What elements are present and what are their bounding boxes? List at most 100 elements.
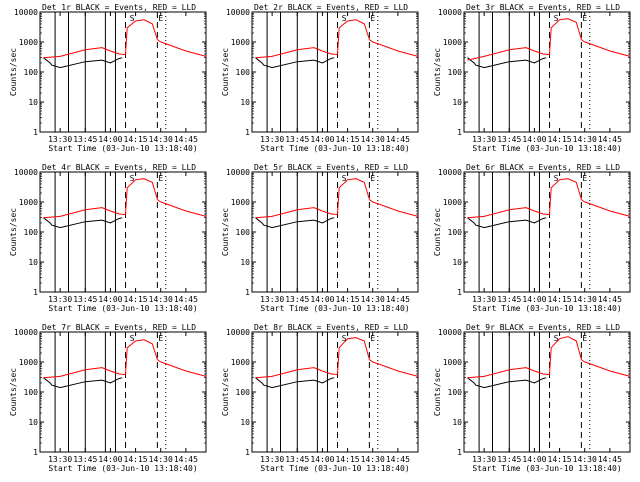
y-tick-label: 100 xyxy=(448,388,463,397)
chart-title: Det 1r BLACK = Events, RED = LLD xyxy=(42,3,196,12)
x-tick-label: 13:45 xyxy=(73,295,97,304)
x-tick-label: 13:30 xyxy=(472,135,496,144)
y-axis-label: Counts/sec xyxy=(221,368,230,416)
y-tick-label: 100 xyxy=(236,68,251,77)
x-tick-label: 13:30 xyxy=(472,455,496,464)
y-tick-label: 1 xyxy=(245,448,250,457)
y-tick-label: 10 xyxy=(28,98,38,107)
marker-e: E xyxy=(370,174,375,183)
y-tick-label: 10 xyxy=(28,258,38,267)
chart-panel-9: Det 9r BLACK = Events, RED = LLD 1 10 100 10… xyxy=(433,323,631,473)
x-tick-label: 14:30 xyxy=(573,135,597,144)
x-tick-label: 13:30 xyxy=(48,455,72,464)
y-axis-label: Counts/sec xyxy=(9,368,18,416)
x-tick-label: 13:30 xyxy=(472,295,496,304)
plot-frame xyxy=(39,171,207,293)
x-tick-label: 14:00 xyxy=(98,135,122,144)
y-axis-label: Counts/sec xyxy=(221,48,230,96)
series-events xyxy=(43,57,123,69)
y-tick-label: 100 xyxy=(24,68,39,77)
series-events xyxy=(467,57,547,69)
y-tick-label: 1 xyxy=(457,448,462,457)
y-tick-label: 10 xyxy=(240,258,250,267)
chart-title: Det 3r BLACK = Events, RED = LLD xyxy=(466,3,620,12)
y-tick-label: 1000 xyxy=(231,198,250,207)
y-tick-label: 10000 xyxy=(438,168,462,177)
y-tick-label: 1 xyxy=(245,288,250,297)
y-axis-label: Counts/sec xyxy=(433,48,442,96)
x-tick-label: 14:30 xyxy=(149,455,173,464)
x-tick-label: 14:45 xyxy=(598,455,622,464)
series-lld xyxy=(43,178,207,219)
marker-e: E xyxy=(158,334,163,343)
x-tick-label: 14:45 xyxy=(174,295,198,304)
x-tick-label: 13:30 xyxy=(260,295,284,304)
x-tick-label: 14:45 xyxy=(386,455,410,464)
series-events xyxy=(255,217,335,229)
x-tick-label: 14:00 xyxy=(310,455,334,464)
x-axis-label: Start Time (03-Jun-10 13:18:40) xyxy=(48,304,197,313)
chart-panel-5: Det 5r BLACK = Events, RED = LLD 1 10 100 10… xyxy=(221,163,419,313)
y-tick-label: 1000 xyxy=(19,198,38,207)
x-tick-label: 14:30 xyxy=(149,135,173,144)
series-lld xyxy=(467,336,631,379)
y-tick-label: 1000 xyxy=(443,198,462,207)
y-tick-label: 10 xyxy=(452,98,462,107)
x-axis-label: Start Time (03-Jun-10 13:18:40) xyxy=(260,304,409,313)
plot-frame xyxy=(463,331,631,453)
y-tick-label: 100 xyxy=(24,228,39,237)
x-tick-label: 14:45 xyxy=(386,295,410,304)
x-tick-label: 13:30 xyxy=(260,455,284,464)
y-tick-label: 1000 xyxy=(443,358,462,367)
x-tick-label: 14:15 xyxy=(124,135,148,144)
x-tick-label: 13:45 xyxy=(285,135,309,144)
x-tick-label: 14:00 xyxy=(522,295,546,304)
series-events xyxy=(255,377,335,389)
x-tick-label: 14:15 xyxy=(124,295,148,304)
y-tick-label: 1000 xyxy=(19,358,38,367)
x-tick-label: 14:15 xyxy=(548,455,572,464)
x-tick-label: 14:45 xyxy=(598,135,622,144)
x-tick-label: 13:45 xyxy=(497,135,521,144)
x-tick-label: 13:45 xyxy=(285,455,309,464)
chart-title: Det 6r BLACK = Events, RED = LLD xyxy=(466,163,620,172)
marker-e: E xyxy=(582,334,587,343)
series-lld xyxy=(43,19,207,59)
x-tick-label: 14:30 xyxy=(149,295,173,304)
marker-s: S xyxy=(554,174,559,183)
x-tick-label: 14:30 xyxy=(361,455,385,464)
x-tick-label: 13:45 xyxy=(285,295,309,304)
series-events xyxy=(467,217,547,229)
x-tick-label: 14:15 xyxy=(548,135,572,144)
y-tick-label: 10000 xyxy=(226,168,250,177)
x-tick-label: 14:30 xyxy=(573,295,597,304)
series-events xyxy=(255,57,335,69)
marker-e: E xyxy=(370,14,375,23)
y-tick-label: 10000 xyxy=(14,328,38,337)
series-events xyxy=(43,377,123,389)
x-tick-label: 14:00 xyxy=(310,135,334,144)
y-tick-label: 100 xyxy=(448,228,463,237)
y-tick-label: 10000 xyxy=(438,8,462,17)
y-tick-label: 10000 xyxy=(226,328,250,337)
chart-title: Det 7r BLACK = Events, RED = LLD xyxy=(42,323,196,332)
x-tick-label: 13:30 xyxy=(48,135,72,144)
x-tick-label: 14:30 xyxy=(361,295,385,304)
marker-s: S xyxy=(342,174,347,183)
y-tick-label: 1 xyxy=(33,448,38,457)
y-tick-label: 100 xyxy=(448,68,463,77)
y-tick-label: 100 xyxy=(236,388,251,397)
chart-title: Det 2r BLACK = Events, RED = LLD xyxy=(254,3,408,12)
plot-frame xyxy=(251,11,419,133)
x-tick-label: 14:00 xyxy=(98,455,122,464)
y-tick-label: 100 xyxy=(24,388,39,397)
x-tick-label: 14:15 xyxy=(336,135,360,144)
series-lld xyxy=(43,339,207,379)
x-tick-label: 14:00 xyxy=(310,295,334,304)
x-axis-label: Start Time (03-Jun-10 13:18:40) xyxy=(48,144,197,153)
marker-e: E xyxy=(158,14,163,23)
x-tick-label: 13:45 xyxy=(73,135,97,144)
x-tick-label: 13:30 xyxy=(260,135,284,144)
x-tick-label: 14:45 xyxy=(598,295,622,304)
